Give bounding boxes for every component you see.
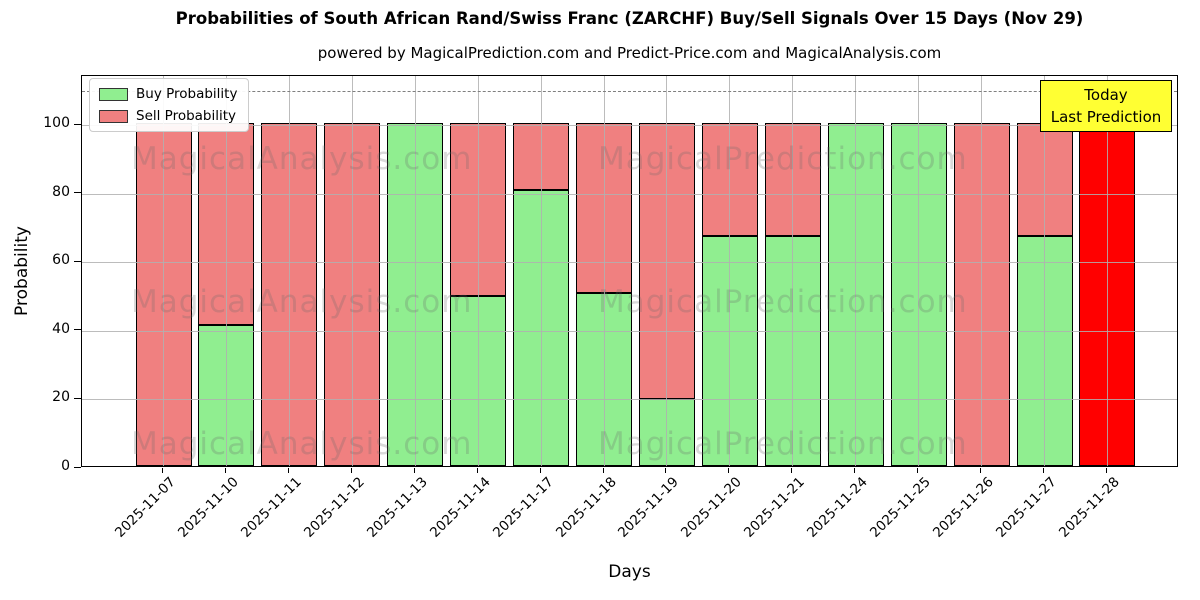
x-tick-label: 2025-11-20	[678, 474, 746, 541]
x-tickmark	[1105, 468, 1107, 473]
v-gridline	[792, 76, 794, 466]
watermark-left-1: MagicalAnalysis.com	[131, 284, 473, 320]
v-gridline	[666, 76, 668, 466]
y-tickmark	[74, 466, 81, 468]
legend-item-sell: Sell Probability	[99, 108, 237, 124]
x-tickmark	[162, 468, 163, 473]
x-tickmark	[728, 468, 730, 473]
y-tickmark	[74, 192, 81, 194]
v-gridline	[603, 76, 605, 466]
v-gridline	[288, 76, 290, 466]
v-gridline	[351, 76, 353, 466]
v-gridline	[540, 76, 542, 466]
y-axis-label: Probability	[12, 226, 32, 316]
x-tickmark	[917, 468, 919, 473]
watermark-left-0: MagicalAnalysis.com	[131, 141, 473, 177]
x-tick-label: 2025-11-19	[615, 474, 683, 541]
x-tick-label: 2025-11-11	[237, 474, 305, 541]
v-gridline	[1044, 76, 1046, 466]
annotation-line2: Last Prediction	[1050, 108, 1162, 126]
y-tickmark	[74, 397, 81, 399]
y-tick-label: 20	[52, 389, 70, 406]
sell-probability-swatch	[99, 109, 128, 123]
legend-item-buy: Buy Probability	[99, 86, 237, 102]
y-tickmark	[74, 260, 81, 262]
chart-title: Probabilities of South African Rand/Swis…	[175, 9, 1084, 28]
y-tick-label: 100	[43, 115, 70, 132]
chart-subtitle: powered by MagicalPrediction.com and Pre…	[317, 44, 942, 62]
watermark-left-2: MagicalAnalysis.com	[131, 426, 473, 462]
x-tick-label: 2025-11-18	[552, 474, 620, 541]
v-gridline	[855, 76, 857, 466]
watermark-right-2: MagicalPrediction.com	[598, 426, 968, 462]
watermark-right-0: MagicalPrediction.com	[598, 141, 968, 177]
legend-label-sell: Sell Probability	[136, 108, 237, 124]
legend: Buy Probability Sell Probability	[89, 78, 250, 132]
plot-area: MagicalAnalysis.com MagicalPrediction.com…	[81, 75, 1178, 467]
h-gridline-40	[82, 330, 1177, 332]
x-tickmark	[980, 468, 982, 473]
x-tickmark	[539, 468, 541, 473]
buy-probability-swatch	[99, 87, 128, 101]
y-tick-label: 0	[61, 458, 70, 474]
v-gridline	[729, 76, 731, 466]
x-tickmark	[350, 468, 352, 473]
x-tickmark	[602, 468, 604, 473]
h-gridline-80	[82, 193, 1177, 195]
watermark-right-1: MagicalPrediction.com	[598, 284, 968, 320]
x-tickmark	[224, 468, 226, 473]
x-tick-label: 2025-11-28	[1055, 474, 1123, 541]
x-tick-label: 2025-11-24	[804, 474, 872, 541]
legend-label-buy: Buy Probability	[136, 86, 238, 102]
dashed-threshold-line	[82, 90, 1177, 92]
v-gridline	[414, 76, 416, 466]
x-tickmark	[1043, 468, 1045, 473]
annotation-line1: Today	[1084, 85, 1128, 104]
x-axis-label: Days	[608, 562, 651, 582]
v-gridline	[163, 76, 164, 466]
y-tickmark	[74, 329, 81, 331]
v-gridline	[225, 76, 227, 466]
y-tick-label: 60	[52, 252, 70, 269]
today-annotation: Today Last Prediction	[1040, 80, 1172, 132]
x-tick-label: 2025-11-12	[300, 474, 368, 541]
x-tick-label: 2025-11-10	[174, 474, 242, 541]
v-gridline	[981, 76, 983, 466]
y-tick-label: 40	[52, 320, 70, 337]
x-tick-label: 2025-11-07	[112, 474, 179, 541]
x-tick-label: 2025-11-26	[930, 474, 997, 541]
x-tickmark	[476, 468, 478, 473]
y-tickmark	[74, 123, 81, 125]
h-gridline-100	[82, 125, 1177, 127]
y-tick-label: 80	[52, 183, 70, 200]
x-tickmark	[791, 468, 793, 473]
v-gridline	[477, 76, 479, 466]
x-tick-label: 2025-11-17	[489, 474, 557, 541]
x-tickmark	[854, 468, 856, 473]
v-gridline	[918, 76, 920, 466]
x-tick-label: 2025-11-25	[867, 474, 934, 541]
x-tick-label: 2025-11-21	[741, 474, 809, 541]
x-tickmark	[665, 468, 667, 473]
x-tick-label: 2025-11-13	[363, 474, 431, 541]
v-gridline	[1106, 76, 1108, 466]
x-tick-label: 2025-11-14	[426, 474, 494, 541]
x-tick-label: 2025-11-27	[993, 474, 1060, 541]
h-gridline-20	[82, 399, 1177, 401]
x-tickmark	[413, 468, 415, 473]
x-tickmark	[287, 468, 289, 473]
h-gridline-60	[82, 262, 1177, 264]
